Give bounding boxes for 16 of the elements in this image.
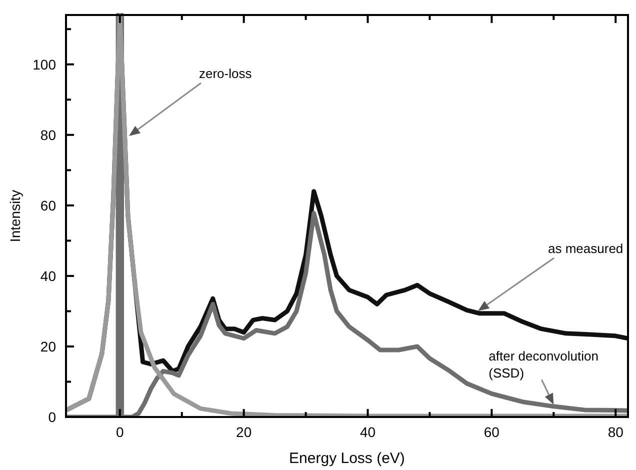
x-tick-label: 20 (236, 424, 252, 440)
annotation: as measured (548, 241, 624, 256)
y-axis-title: Intensity (7, 190, 23, 242)
x-tick-label: 40 (360, 424, 376, 440)
x-tick-label: 0 (116, 424, 124, 440)
x-axis-title: Energy Loss (eV) (289, 450, 405, 467)
y-tick-label: 80 (40, 126, 56, 143)
annotation: after deconvolution (SSD) (488, 348, 599, 381)
y-tick-label: 100 (32, 56, 56, 72)
y-tick-label: 60 (40, 197, 56, 214)
x-tick-label: 60 (484, 424, 500, 440)
annotation: zero-loss (199, 66, 252, 81)
x-tick-label: 80 (608, 424, 624, 440)
y-tick-label: 0 (48, 408, 56, 425)
y-tick-label: 40 (40, 268, 56, 284)
y-tick-label: 20 (40, 338, 56, 354)
